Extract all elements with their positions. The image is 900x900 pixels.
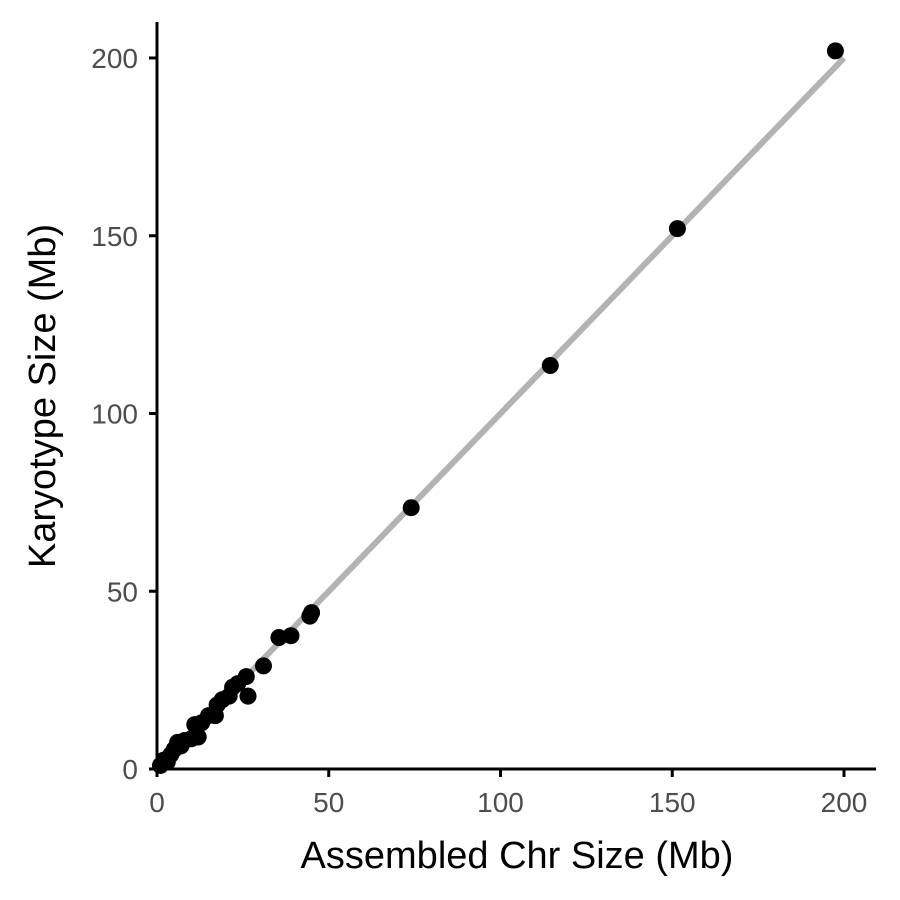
y-tick-label: 50 [107,576,138,607]
reference-line-layer [154,55,847,772]
x-tick-label: 150 [649,787,696,818]
points-layer [151,42,844,774]
y-tick-label: 150 [91,221,138,252]
data-point [237,668,255,686]
data-point [303,604,321,622]
data-point [254,657,272,675]
reference-line [154,55,847,772]
data-point [541,357,559,375]
x-axis-ticks: 0 50 100 150 200 [149,769,867,818]
y-tick-label: 0 [122,754,138,785]
x-axis-title: Assembled Chr Size (Mb) [301,835,734,877]
x-tick-label: 100 [477,787,524,818]
data-point [668,220,686,238]
data-point [402,499,420,517]
data-point [239,687,257,705]
x-tick-label: 0 [149,787,165,818]
data-point [826,42,844,60]
x-tick-label: 200 [821,787,868,818]
y-tick-label: 200 [91,43,138,74]
data-point [189,728,207,746]
y-axis-ticks: 0 50 100 150 200 [91,43,157,785]
data-point [282,627,300,645]
y-axis-title: Karyotype Size (Mb) [22,224,64,568]
y-tick-label: 100 [91,399,138,430]
x-tick-label: 50 [313,787,344,818]
